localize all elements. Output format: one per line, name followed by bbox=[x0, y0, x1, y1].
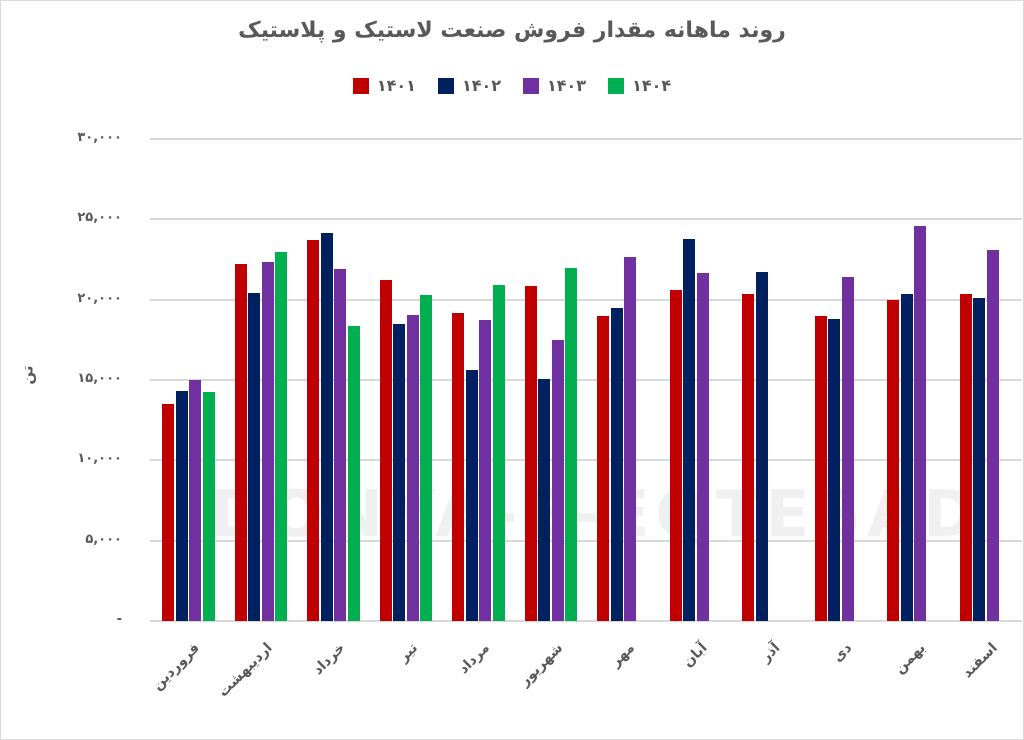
bar bbox=[828, 318, 840, 621]
bar bbox=[683, 239, 695, 621]
bar bbox=[248, 293, 260, 621]
bar bbox=[261, 261, 274, 621]
x-tick-label: اردیبهشت bbox=[215, 640, 276, 701]
gridline bbox=[150, 459, 1022, 462]
bar bbox=[406, 314, 419, 621]
bar bbox=[275, 252, 287, 621]
bars bbox=[150, 139, 1022, 621]
x-tick-label: بهمن bbox=[891, 640, 929, 678]
bar bbox=[624, 256, 636, 621]
legend-label: ۱۴۰۱ bbox=[376, 76, 416, 95]
bar bbox=[986, 249, 999, 621]
x-axis: فروردین اردیبهشت خرداد تیر مرداد شهریور مهر آبا… bbox=[150, 640, 1022, 730]
bar bbox=[347, 325, 360, 621]
gridline bbox=[150, 138, 1022, 140]
bar bbox=[887, 300, 899, 621]
gridline bbox=[150, 379, 1022, 381]
x-tick-label: فروردین bbox=[149, 640, 204, 694]
gridline bbox=[150, 620, 1022, 622]
legend-swatch-icon bbox=[523, 77, 539, 94]
legend-swatch-icon bbox=[608, 77, 625, 94]
bar bbox=[334, 269, 346, 621]
y-tick-label: ۱۵,۰۰۰ bbox=[77, 371, 122, 386]
legend-item: ۱۴۰۱ bbox=[352, 76, 416, 95]
bar bbox=[524, 285, 537, 621]
x-tick-label: اسفند bbox=[959, 640, 1001, 682]
legend-swatch-icon bbox=[352, 77, 369, 94]
legend-item: ۱۴۰۳ bbox=[523, 76, 586, 95]
gridline bbox=[150, 539, 1022, 542]
legend-label: ۱۴۰۳ bbox=[547, 76, 587, 95]
bar bbox=[420, 295, 432, 621]
bar bbox=[307, 240, 319, 621]
bar bbox=[202, 392, 215, 621]
y-tick-label: ۲۰,۰۰۰ bbox=[77, 290, 122, 306]
x-tick-label: مرداد bbox=[456, 640, 494, 678]
bar bbox=[755, 272, 768, 621]
x-tick-label: دی bbox=[830, 640, 856, 666]
plot-area bbox=[150, 138, 1022, 622]
chart-title: روند ماهانه مقدار فروش صنعت لاستیک و پلا… bbox=[238, 18, 786, 43]
bar bbox=[914, 225, 926, 621]
bar bbox=[320, 233, 333, 621]
bar bbox=[379, 280, 392, 621]
bar bbox=[551, 339, 564, 621]
bar bbox=[597, 316, 609, 621]
bar bbox=[492, 284, 505, 621]
x-tick-label: شهریور bbox=[516, 640, 566, 690]
bar bbox=[742, 294, 754, 621]
y-tick-label: ۲۵,۰۰۰ bbox=[77, 210, 122, 226]
legend-item: ۱۴۰۲ bbox=[437, 76, 501, 95]
bar bbox=[538, 378, 550, 621]
bar bbox=[175, 391, 188, 621]
bar bbox=[610, 308, 623, 621]
legend-label: ۱۴۰۴ bbox=[632, 76, 672, 95]
bar bbox=[162, 404, 174, 621]
y-tick-label: - bbox=[116, 612, 122, 627]
y-tick-label: ۳۰,۰۰۰ bbox=[77, 130, 122, 145]
x-tick-label: خرداد bbox=[310, 640, 349, 679]
y-axis-label: تن bbox=[18, 365, 37, 385]
y-tick-label: ۱۰,۰۰۰ bbox=[77, 451, 122, 467]
bar bbox=[189, 379, 201, 621]
bar bbox=[393, 323, 405, 621]
x-tick-label: تیر bbox=[395, 640, 421, 666]
bar bbox=[669, 290, 682, 621]
bar bbox=[452, 312, 464, 621]
x-tick-label: آذر bbox=[757, 640, 784, 666]
legend-swatch-icon bbox=[437, 77, 454, 94]
legend-item: ۱۴۰۴ bbox=[608, 76, 671, 95]
bar bbox=[234, 263, 247, 621]
bar bbox=[696, 272, 709, 621]
bar bbox=[465, 370, 478, 621]
bar bbox=[814, 316, 827, 621]
legend-label: ۱۴۰۲ bbox=[461, 76, 501, 95]
bar bbox=[479, 319, 491, 621]
x-tick-label: مهر bbox=[608, 640, 639, 671]
bar bbox=[841, 277, 854, 621]
y-tick-label: ۵,۰۰۰ bbox=[85, 531, 122, 547]
bar bbox=[565, 267, 577, 621]
bar bbox=[959, 294, 972, 621]
bar bbox=[973, 297, 985, 621]
gridline bbox=[150, 218, 1022, 221]
bar bbox=[900, 294, 913, 621]
gridline bbox=[150, 298, 1022, 301]
x-tick-label: آبان bbox=[680, 640, 711, 671]
legend: ۱۴۰۱ ۱۴۰۲ ۱۴۰۳ ۱۴۰۴ bbox=[0, 76, 1024, 95]
